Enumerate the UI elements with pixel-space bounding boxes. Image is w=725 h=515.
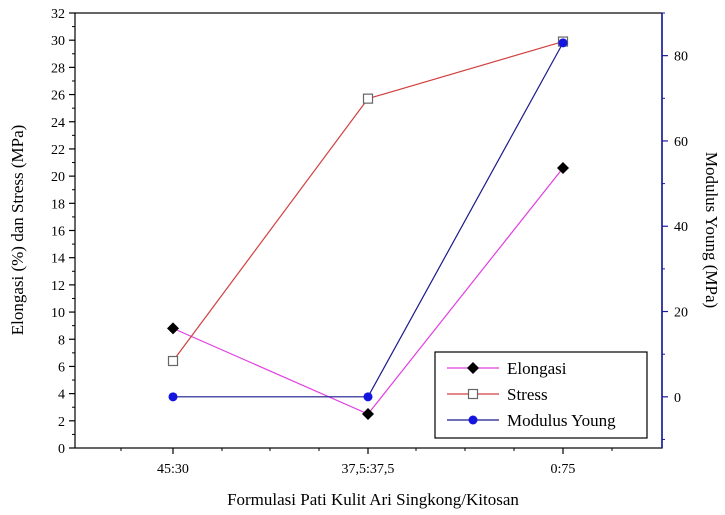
- y-left-tick-label: 30: [51, 34, 65, 49]
- y-left-tick-label: 28: [51, 61, 65, 76]
- series-line-1: [172, 40, 564, 362]
- data-point-1-0: [167, 355, 179, 367]
- y-axis-left-title: Elongasi (%) dan Stress (MPa): [8, 125, 27, 336]
- legend-marker: [468, 415, 478, 425]
- x-tick-label: 0:75: [551, 462, 576, 477]
- data-point-2-0: [168, 392, 178, 402]
- y-left-tick-label: 24: [51, 116, 65, 131]
- x-tick-label: 37,5:37,5: [342, 462, 395, 477]
- y-left-tick-label: 6: [58, 360, 65, 375]
- y-left-tick-label: 20: [51, 170, 65, 185]
- y-left-tick-label: 8: [58, 333, 65, 348]
- y-left-tick-label: 32: [51, 7, 65, 22]
- data-point-0-0: [167, 322, 179, 335]
- x-axis: 45:30 37,5:37,5 0:75: [120, 448, 613, 477]
- y-right-tick-label: 60: [674, 135, 688, 150]
- legend-marker: [467, 388, 479, 400]
- y-left-tick-label: 2: [58, 415, 65, 430]
- y-right-tick-label: 40: [674, 220, 688, 235]
- data-point-2-2: [558, 38, 568, 48]
- legend-label: Modulus Young: [507, 411, 616, 430]
- x-axis-title: Formulasi Pati Kulit Ari Singkong/Kitosa…: [227, 490, 519, 509]
- y-left-tick-label: 22: [51, 143, 65, 158]
- data-point-1-1: [362, 93, 374, 104]
- y-left-tick-label: 12: [51, 279, 65, 294]
- y-left-tick-label: 14: [51, 252, 65, 267]
- y-axis-right-title: Modulus Young (MPa): [702, 152, 721, 308]
- right-axis: 0 20 40 60 80: [661, 12, 688, 448]
- legend-marker: [467, 362, 479, 374]
- y-right-tick-label: 20: [674, 306, 688, 321]
- y-right-tick-label: 80: [674, 50, 688, 65]
- data-point-2-1: [363, 392, 373, 402]
- y-left-tick-label: 26: [51, 89, 65, 104]
- y-left-tick-label: 16: [51, 225, 65, 240]
- y-left-tick-label: 0: [58, 442, 65, 457]
- legend-label: Stress: [507, 385, 548, 404]
- y-left-tick-label: 10: [51, 306, 65, 321]
- x-tick-label: 45:30: [157, 462, 189, 477]
- data-point-0-1: [362, 408, 374, 421]
- y-left-tick-label: 4: [58, 388, 65, 403]
- y-right-tick-label: 0: [674, 391, 681, 406]
- legend-label: Elongasi: [507, 359, 567, 378]
- data-point-0-2: [557, 161, 569, 174]
- legend: Elongasi Stress Modulus Young: [434, 351, 648, 439]
- series-layer: [167, 36, 569, 421]
- y-left-tick-label: 18: [51, 197, 65, 212]
